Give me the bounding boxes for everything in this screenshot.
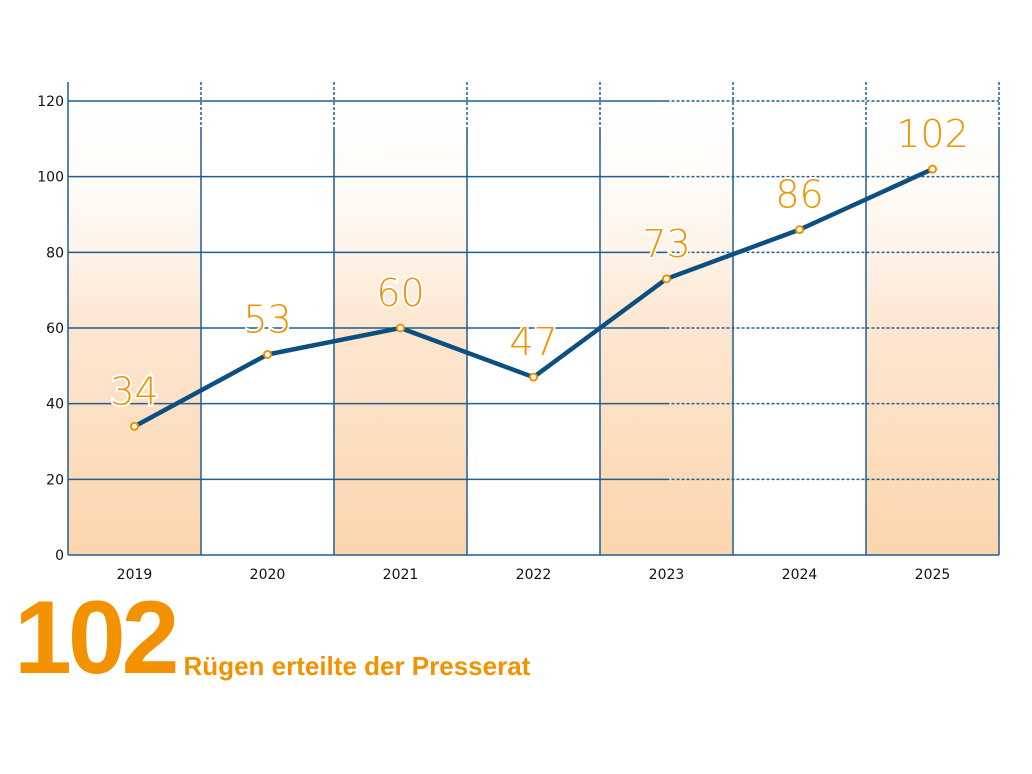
y-tick-label: 60 xyxy=(46,321,64,337)
data-label: 53 xyxy=(243,297,291,341)
x-tick-label: 2023 xyxy=(649,567,685,583)
y-tick-label: 20 xyxy=(46,472,64,488)
headline-number: 102 xyxy=(14,580,180,696)
data-point xyxy=(130,421,139,431)
headline: 102 Rügen erteilte der Presserat xyxy=(14,580,531,696)
data-label: 34 xyxy=(110,369,158,413)
data-point xyxy=(529,372,538,382)
data-point xyxy=(396,323,405,333)
y-tick-label: 80 xyxy=(46,245,64,261)
data-label: 86 xyxy=(775,173,823,217)
data-point xyxy=(928,164,937,174)
headline-text: Rügen erteilte der Presserat xyxy=(183,651,531,681)
x-tick-label: 2022 xyxy=(516,567,552,583)
x-tick-label: 2020 xyxy=(250,567,286,583)
x-tick-label: 2025 xyxy=(915,567,951,583)
data-point xyxy=(662,274,671,284)
shaded-column xyxy=(68,82,201,555)
x-tick-label: 2024 xyxy=(782,567,818,583)
data-label: 102 xyxy=(896,112,969,156)
data-label: 47 xyxy=(509,320,557,364)
data-label: 73 xyxy=(642,222,690,266)
x-tick-label: 2019 xyxy=(117,567,153,583)
data-label: 60 xyxy=(376,271,424,315)
y-tick-label: 100 xyxy=(37,170,64,186)
shaded-column xyxy=(600,82,733,555)
y-tick-label: 0 xyxy=(55,548,64,564)
data-point xyxy=(263,349,272,359)
data-point xyxy=(795,225,804,235)
y-tick-label: 120 xyxy=(37,94,64,110)
line-chart: 0 20 40 60 80 100 120 2019 2020 2021 2022 2023 2024 2… xyxy=(37,82,1000,583)
y-tick-label: 40 xyxy=(46,397,64,413)
shaded-column xyxy=(866,82,999,555)
shaded-column xyxy=(334,82,467,555)
x-tick-label: 2021 xyxy=(383,567,419,583)
